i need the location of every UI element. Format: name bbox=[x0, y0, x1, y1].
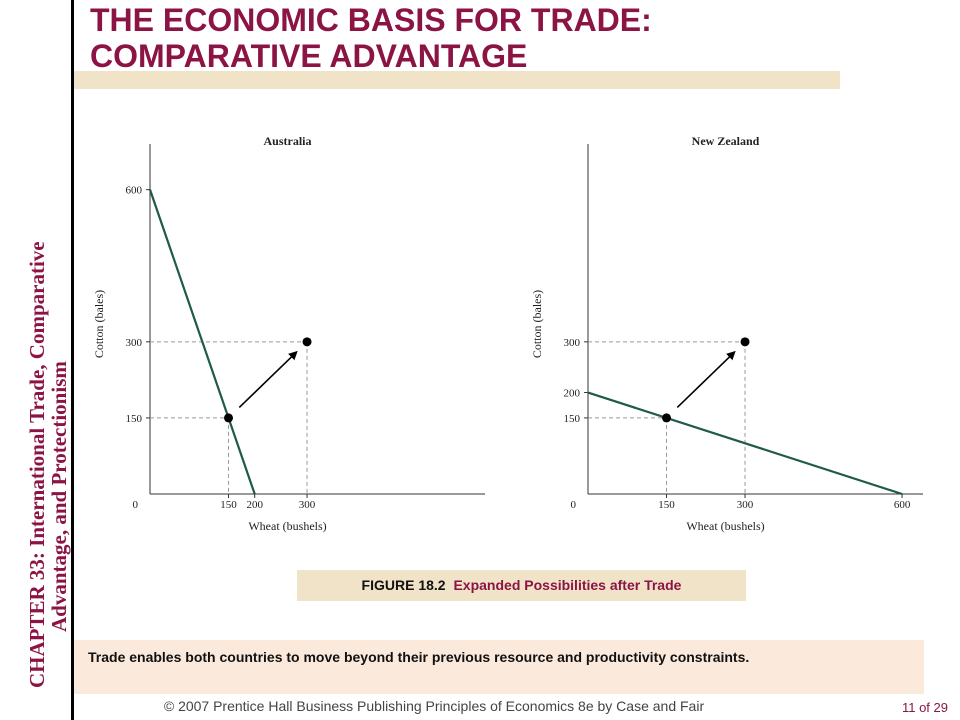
chart2-x-axis-label: Wheat (bushels) bbox=[686, 519, 764, 533]
slide-title: THE ECONOMIC BASIS FOR TRADE: COMPARATIV… bbox=[90, 2, 652, 74]
chart2-point-after-trade bbox=[740, 337, 750, 347]
figure-caption: FIGURE 18.2 Expanded Possibilities after… bbox=[297, 570, 746, 601]
chart1-x-tick-label: 150 bbox=[220, 499, 237, 511]
chart2-point-before-trade bbox=[662, 413, 672, 423]
chapter-label-line1: CHAPTER 33: International Trade, Compara… bbox=[25, 241, 49, 688]
chart1-y-axis-label: Cotton (bales) bbox=[92, 290, 106, 358]
chart1-y-tick-label: 600 bbox=[126, 185, 143, 197]
chart2-y-axis-label: Cotton (bales) bbox=[530, 290, 544, 358]
chapter-label-line2: Advantage, and Protectionism bbox=[47, 361, 71, 632]
chart2-y-tick-label: 300 bbox=[564, 337, 581, 349]
summary-note-text: Trade enables both countries to move bey… bbox=[88, 649, 750, 665]
chart1-x-axis-label: Wheat (bushels) bbox=[248, 519, 326, 533]
chart1-x-tick-label: 300 bbox=[299, 499, 316, 511]
page-number: 11 of 29 bbox=[901, 700, 948, 715]
chart1-trade-arrow bbox=[238, 350, 298, 409]
chart2-origin-label: 0 bbox=[571, 499, 577, 511]
figure-number: FIGURE 18.2 bbox=[361, 577, 446, 593]
chart1-point-after-trade bbox=[302, 337, 312, 347]
chapter-label: CHAPTER 33: International Trade, Compara… bbox=[0, 0, 72, 720]
chart1-y-tick-label: 300 bbox=[126, 337, 143, 349]
chart2-x-tick-label: 150 bbox=[658, 499, 675, 511]
chart1-x-tick-label: 200 bbox=[246, 499, 263, 511]
slide-title-line2: COMPARATIVE ADVANTAGE bbox=[90, 38, 528, 74]
chart2-x-tick-label: 300 bbox=[737, 499, 754, 511]
chart1-y-tick-label: 150 bbox=[126, 413, 143, 425]
chart1-title: Australia bbox=[264, 134, 312, 148]
slide-title-line1: THE ECONOMIC BASIS FOR TRADE: bbox=[90, 2, 652, 38]
charts-canvas: Australia 0 150 200 300 150 300 600 Wheat (bushe… bbox=[92, 134, 923, 533]
footer-copyright: © 2007 Prentice Hall Business Publishing… bbox=[163, 698, 705, 714]
divider-line bbox=[71, 0, 74, 720]
chart2-ppf-line bbox=[587, 391, 903, 496]
title-underline-band bbox=[74, 71, 840, 89]
chart2-title: New Zealand bbox=[692, 134, 760, 148]
chart1-point-before-trade bbox=[224, 413, 234, 423]
figure-charts: Australia 0 150 200 300 150 300 600 Wheat (bushe… bbox=[80, 120, 930, 555]
chart1-origin-label: 0 bbox=[133, 499, 139, 511]
chart2-x-tick-label: 600 bbox=[894, 499, 911, 511]
chart2-y-tick-label: 200 bbox=[564, 388, 581, 400]
chart2-trade-arrow bbox=[676, 350, 736, 409]
chart2-y-tick-label: 150 bbox=[564, 413, 581, 425]
figure-caption-text: Expanded Possibilities after Trade bbox=[453, 577, 682, 593]
chart1-ppf-line bbox=[148, 189, 256, 495]
summary-note: Trade enables both countries to move bey… bbox=[74, 640, 924, 694]
